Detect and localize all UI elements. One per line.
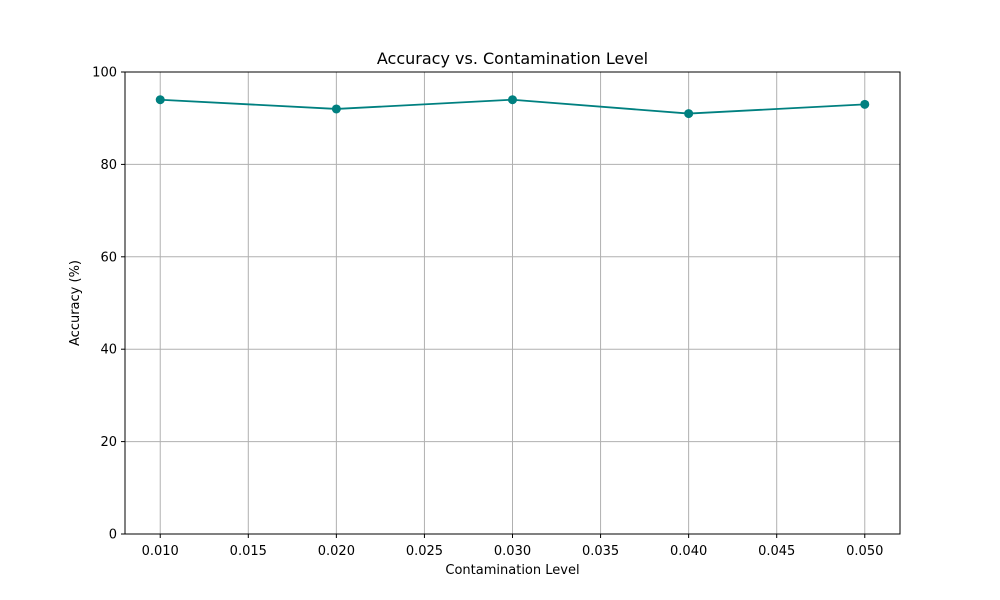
y-tick-label: 60 (100, 250, 117, 265)
y-axis: 0 20 40 60 80 100 (92, 66, 125, 543)
x-tick-label: 0.010 (142, 544, 179, 559)
data-point (508, 95, 517, 105)
data-point (684, 109, 694, 119)
y-tick-label: 0 (109, 528, 117, 543)
x-tick-label: 0.050 (846, 544, 883, 559)
x-tick-label: 0.040 (670, 544, 707, 559)
data-point (155, 95, 165, 105)
chart-title: Accuracy vs. Contamination Level (377, 49, 648, 68)
x-tick-label: 0.020 (318, 544, 355, 559)
y-tick-label: 40 (100, 343, 117, 358)
x-tick-label: 0.025 (406, 544, 443, 559)
grid-layer (125, 71, 900, 535)
series-layer (155, 95, 870, 119)
x-axis: 0.010 0.015 0.020 0.025 0.030 0.035 0.040 0.045… (142, 534, 883, 559)
y-tick-label: 100 (92, 66, 117, 81)
x-tick-label: 0.045 (758, 544, 795, 559)
data-point (860, 99, 870, 109)
x-tick-label: 0.030 (494, 544, 531, 559)
y-tick-label: 20 (100, 435, 117, 450)
x-axis-label: Contamination Level (445, 563, 579, 578)
data-point (331, 104, 341, 114)
y-tick-label: 80 (100, 158, 117, 173)
y-axis-label: Accuracy (%) (68, 260, 83, 346)
x-tick-label: 0.035 (582, 544, 619, 559)
x-tick-label: 0.015 (230, 544, 267, 559)
